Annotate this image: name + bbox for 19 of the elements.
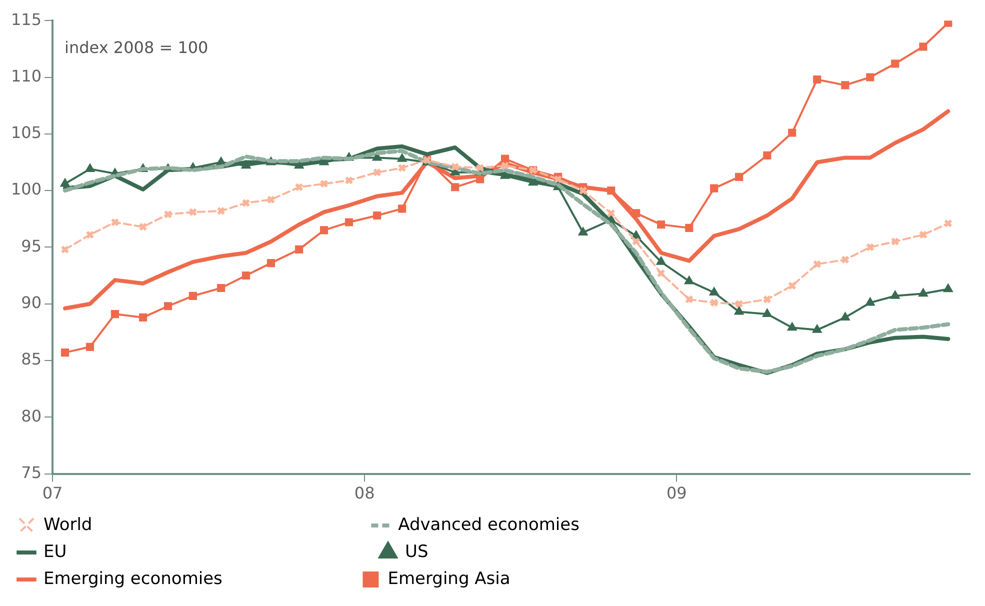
y-tick-label: 95	[21, 236, 42, 256]
y-tick-label: 85	[21, 350, 42, 369]
annotation: index 2008 = 100	[64, 38, 208, 57]
y-tick-label: 115	[10, 10, 42, 29]
legend-label: EU	[44, 542, 370, 562]
y-tick-label: 75	[21, 462, 42, 482]
legend-label: Advanced economies	[398, 514, 710, 535]
y-tick-label: 105	[10, 123, 42, 142]
x-tick-label: 09	[666, 484, 687, 503]
y-tick-label: 80	[21, 406, 42, 426]
legend-label: US	[405, 542, 732, 562]
legend-label: Emerging economies	[44, 568, 352, 589]
legend-label: World	[44, 514, 363, 535]
y-tick-label: 110	[10, 66, 42, 86]
y-tick-label: 100	[10, 180, 42, 199]
x-tick-label: 07	[42, 484, 63, 503]
legend-label: Emerging Asia	[388, 568, 694, 589]
y-tick-label: 90	[21, 293, 42, 312]
x-tick-label: 08	[354, 484, 375, 503]
